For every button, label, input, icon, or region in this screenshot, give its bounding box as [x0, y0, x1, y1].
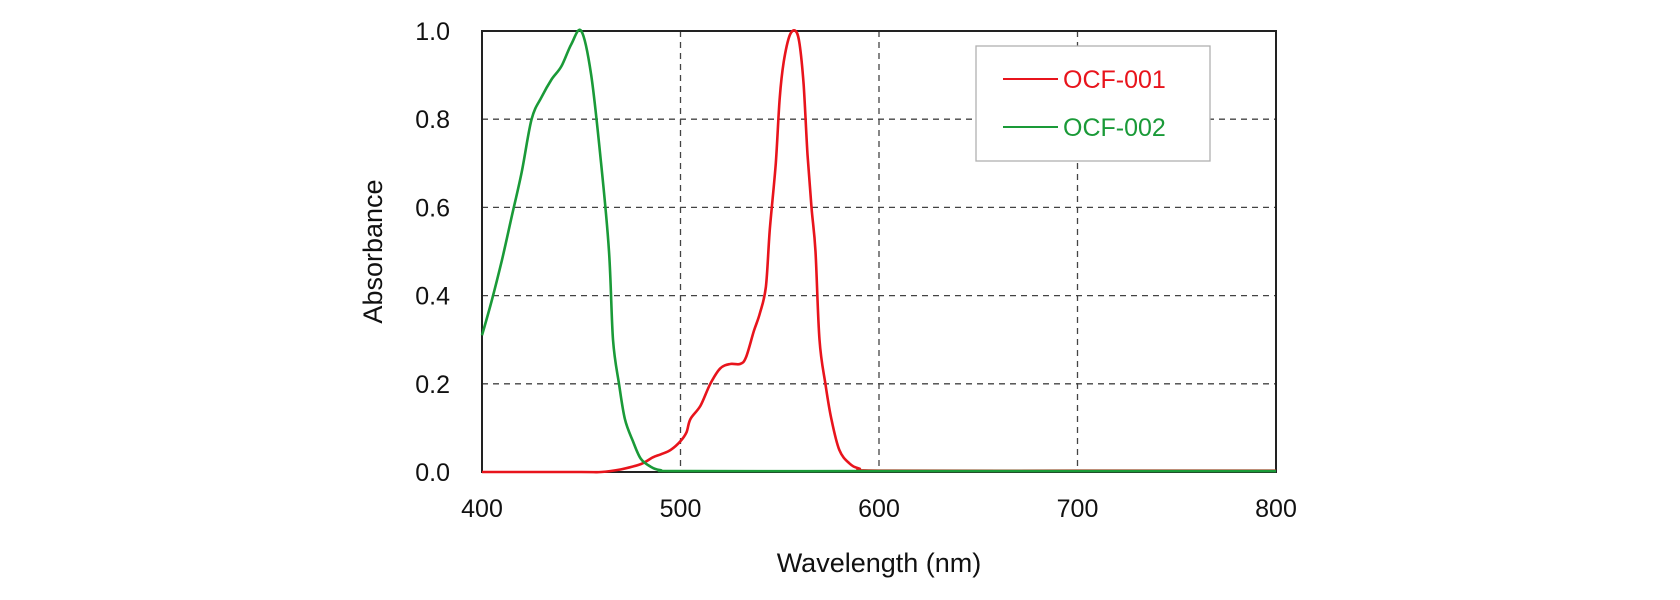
y-tick-label: 0.6 [415, 194, 450, 222]
y-tick-label: 0.4 [415, 283, 450, 311]
legend-label-ocf-001: OCF-001 [1063, 66, 1166, 94]
x-tick-label: 600 [858, 495, 900, 523]
x-tick-label: 400 [461, 495, 503, 523]
y-tick-label: 1.0 [415, 18, 450, 46]
legend-box [975, 45, 1211, 162]
series-lines [480, 28, 1277, 474]
y-tick-label: 0.8 [415, 106, 450, 134]
y-axis-ticks: 0.0 0.2 0.4 0.6 0.8 1.0 [415, 18, 450, 487]
y-tick-label: 0.2 [415, 371, 450, 399]
x-tick-label: 800 [1255, 495, 1297, 523]
legend: OCF-001 OCF-002 [975, 45, 1211, 162]
y-axis-title: Absorbance [358, 179, 388, 323]
y-tick-label: 0.0 [415, 459, 450, 487]
gridlines [482, 31, 1276, 472]
series-line-ocf-001 [482, 29, 1277, 474]
x-axis-title: Wavelength (nm) [777, 548, 982, 578]
legend-label-ocf-002: OCF-002 [1063, 114, 1166, 142]
x-tick-label: 500 [660, 495, 702, 523]
x-axis-ticks: 400 500 600 700 800 [461, 495, 1297, 523]
x-tick-label: 700 [1057, 495, 1099, 523]
series-line-ocf-002 [480, 28, 1276, 473]
